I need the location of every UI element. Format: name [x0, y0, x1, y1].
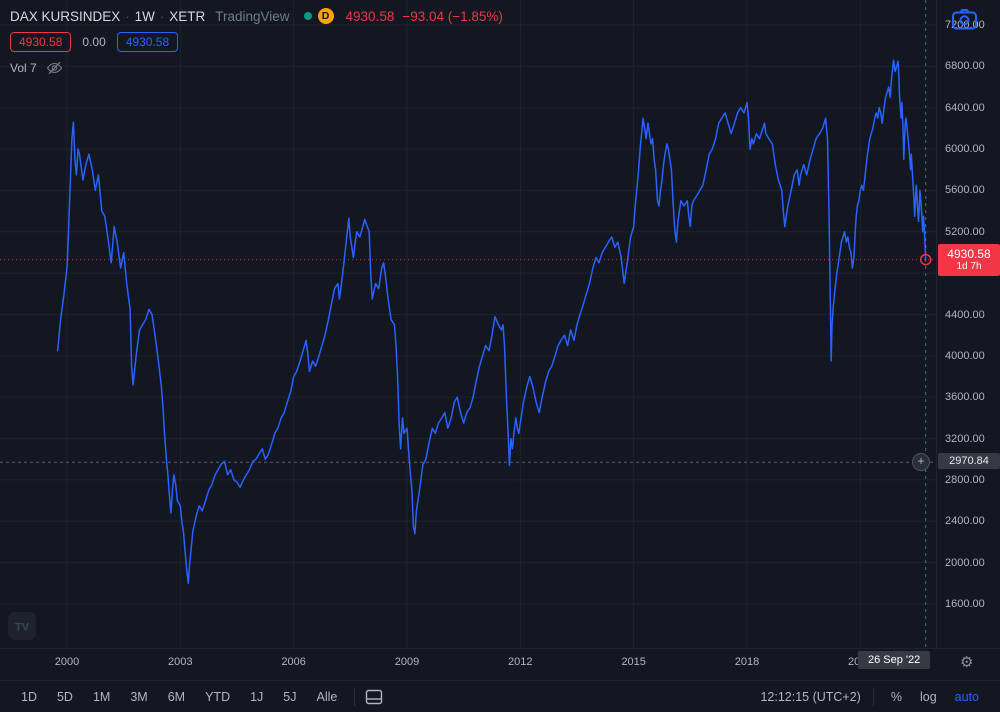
price-tick-label: 4400.00: [945, 308, 985, 321]
alert-price-axis-label[interactable]: 2970.84: [938, 453, 1000, 470]
price-tick-label: 5200.00: [945, 225, 985, 238]
price-tick-label: 6400.00: [945, 101, 985, 114]
log-scale-button[interactable]: log: [911, 686, 946, 708]
svg-text:TV: TV: [15, 622, 30, 634]
blue-price-chip[interactable]: 4930.58: [116, 32, 179, 52]
range-button-1j[interactable]: 1J: [241, 686, 272, 708]
last-price-value: 4930.58: [947, 246, 991, 261]
axis-settings-corner: ⚙: [936, 648, 1000, 681]
range-button-1m[interactable]: 1M: [84, 686, 119, 708]
separator-dot: ·: [159, 8, 165, 24]
price-tick-label: 3600.00: [945, 391, 985, 404]
percent-scale-button[interactable]: %: [882, 686, 911, 708]
zero-value-label: 0.00: [82, 35, 106, 49]
price-tick-label: 2800.00: [945, 473, 985, 486]
date-range-buttons: 1D 5D 1M 3M 6M YTD 1J 5J Alle: [12, 686, 346, 708]
price-tick-label: 1600.00: [945, 598, 985, 610]
range-button-ytd[interactable]: YTD: [196, 686, 239, 708]
delayed-data-icon[interactable]: D: [317, 8, 334, 24]
range-button-5j[interactable]: 5J: [274, 686, 305, 708]
screenshot-camera-button[interactable]: [951, 6, 978, 33]
price-tick-label: 2400.00: [945, 515, 985, 528]
price-tick-label: 2000.00: [945, 556, 985, 569]
symbol-row: DAX KURSINDEX · 1W · XETR TradingView D …: [10, 8, 503, 24]
price-labels-row: 4930.58 0.00 4930.58: [10, 32, 503, 52]
time-tick-label: 2018: [734, 656, 760, 668]
separator-dot: ·: [125, 8, 130, 24]
range-button-alle[interactable]: Alle: [308, 686, 347, 708]
time-tick-label: 2009: [394, 656, 420, 668]
volume-indicator-label[interactable]: Vol 7: [10, 61, 37, 75]
market-status-icon: [303, 12, 312, 20]
bar-countdown: 1d 7h: [956, 260, 982, 272]
alert-price-value: 2970.84: [949, 455, 989, 468]
scale-controls: 12:12:15 (UTC+2) % log auto: [760, 686, 988, 708]
tradingview-logo-watermark: TV: [8, 612, 36, 640]
price-tick-label: 6000.00: [945, 143, 985, 156]
range-button-6m[interactable]: 6M: [159, 686, 194, 708]
range-button-1d[interactable]: 1D: [12, 686, 46, 708]
gear-icon[interactable]: ⚙: [960, 654, 974, 671]
clock-label[interactable]: 12:12:15 (UTC+2): [760, 689, 861, 704]
interval-label[interactable]: 1W: [134, 8, 155, 24]
legend-change: −93.04 (−1.85%): [402, 8, 503, 24]
toolbar-divider: [872, 687, 874, 706]
eye-hidden-icon[interactable]: [46, 61, 63, 75]
time-tick-label: 2003: [168, 656, 193, 668]
symbol-title[interactable]: DAX KURSINDEX: [10, 8, 121, 24]
price-tick-label: 6800.00: [945, 60, 985, 73]
panes-icon[interactable]: [365, 688, 383, 706]
time-tick-label: 2012: [508, 656, 533, 668]
auto-scale-button[interactable]: auto: [946, 686, 988, 708]
time-axis[interactable]: 26 Sep '22 20002003200620092012201520182…: [0, 648, 936, 681]
bottom-toolbar: 1D 5D 1M 3M 6M YTD 1J 5J Alle 12:12:15 (UTC+2) %…: [0, 680, 1000, 712]
price-tick-label: 3200.00: [945, 432, 985, 445]
price-chart-canvas[interactable]: [0, 0, 936, 648]
add-alert-plus-icon[interactable]: +: [912, 453, 930, 472]
red-price-chip[interactable]: 4930.58: [10, 32, 72, 52]
legend-last-price: 4930.58: [345, 8, 395, 24]
exchange-label[interactable]: XETR: [169, 8, 206, 24]
toolbar-divider: [354, 687, 356, 706]
crosshair-date-label: 26 Sep '22: [858, 651, 931, 669]
time-tick-label: 2006: [281, 656, 306, 668]
price-series-line: [56, 59, 927, 585]
last-price-axis-label: 4930.58 1d 7h: [938, 243, 1000, 276]
time-tick-label: 2000: [54, 656, 80, 668]
brand-label[interactable]: TradingView: [215, 8, 290, 24]
price-axis[interactable]: 4930.58 1d 7h 2970.84 7200.00 6800.00 6400…: [936, 0, 1000, 648]
range-button-5d[interactable]: 5D: [48, 686, 82, 708]
chart-legend: DAX KURSINDEX · 1W · XETR TradingView D …: [10, 8, 503, 75]
volume-row: Vol 7: [10, 61, 503, 75]
last-price-marker: [919, 253, 932, 266]
price-tick-label: 5600.00: [945, 184, 985, 197]
price-tick-label: 4000.00: [945, 349, 985, 362]
time-tick-label: 2015: [621, 656, 646, 668]
range-button-3m[interactable]: 3M: [121, 686, 156, 708]
